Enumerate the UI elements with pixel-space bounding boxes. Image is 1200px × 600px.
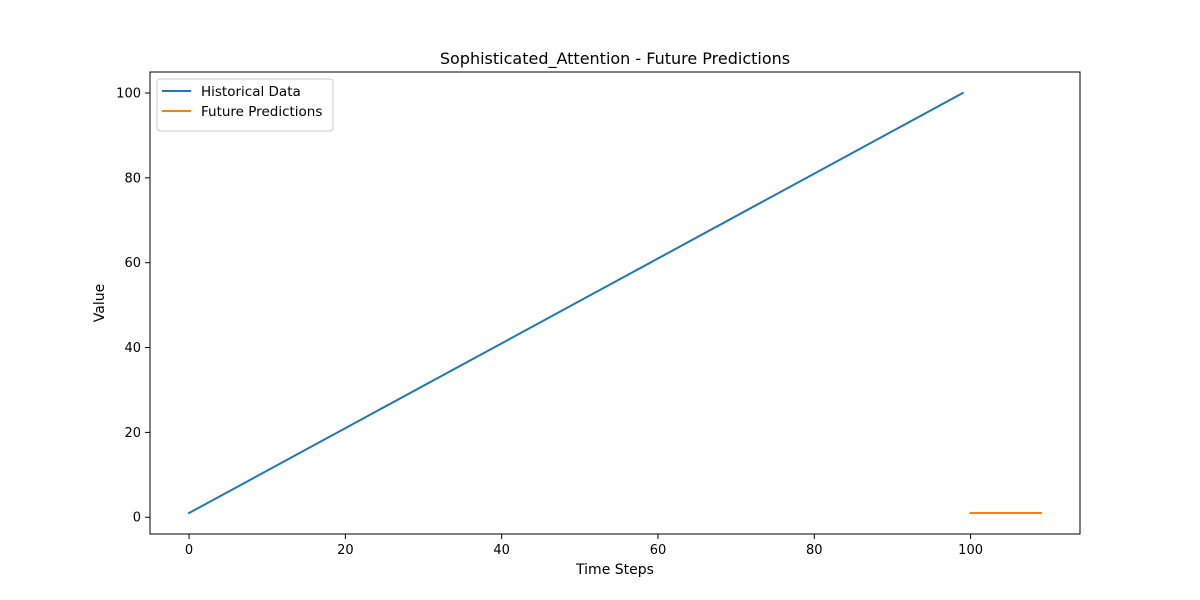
legend: Historical Data Future Predictions (156, 78, 334, 132)
y-axis-label: Value (92, 284, 108, 322)
series-line-historical-data (187, 91, 965, 515)
x-tick-label: 80 (806, 543, 823, 558)
y-tick-label: 80 (124, 171, 141, 186)
chart-title: Sophisticated_Attention - Future Predict… (440, 49, 790, 69)
x-tick-label: 100 (958, 543, 983, 558)
x-axis-label: Time Steps (575, 562, 654, 578)
y-tick-label: 60 (124, 256, 141, 271)
x-tick-label: 0 (185, 543, 193, 558)
legend-label-historical-data: Historical Data (201, 84, 301, 100)
series-layer (187, 91, 1042, 515)
plot-area (149, 71, 1081, 535)
plot-frame (149, 71, 1081, 535)
y-axis: 0 20 40 60 80 100 (116, 87, 150, 526)
y-tick-label: 0 (133, 511, 141, 526)
legend-box (156, 78, 334, 132)
x-tick-label: 20 (337, 543, 354, 558)
y-tick-label: 100 (116, 87, 141, 102)
legend-label-future-predictions: Future Predictions (201, 104, 322, 120)
y-tick-label: 20 (124, 426, 141, 441)
y-tick-label: 40 (124, 341, 141, 356)
x-tick-label: 40 (493, 543, 510, 558)
x-tick-label: 60 (650, 543, 667, 558)
x-axis: 0 20 40 60 80 100 (185, 534, 983, 558)
